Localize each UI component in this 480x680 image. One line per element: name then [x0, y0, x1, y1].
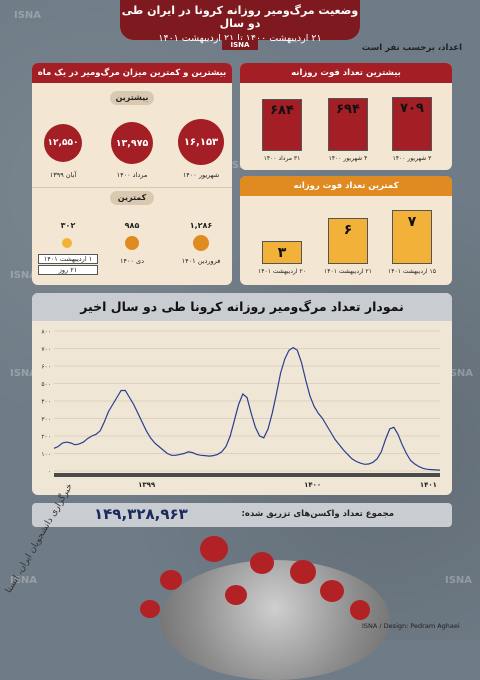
page-title: وضعیت مرگ‌ومیر روزانه کرونا در ایران طی … [121, 4, 359, 30]
max_daily-bar-value: ۷۰۹ [400, 101, 424, 116]
page-subtitle: ۲۱ اردیبهشت ۱۴۰۰ تا ۲۱ اردیبهشت ۱۴۰۱ [158, 33, 322, 44]
max-daily-title: بیشترین تعداد فوت روزانه [240, 63, 452, 83]
max-circle-1: ۱۶,۱۵۳ [178, 119, 224, 165]
min-daily-title: کمترین تعداد فوت روزانه [240, 176, 452, 196]
divider [32, 187, 232, 188]
virus-spike [200, 536, 228, 562]
min-period-2: دی ۱۴۰۰ [119, 257, 145, 265]
virus-spike [290, 560, 316, 584]
min_daily-bar-label: ۱۵ اردیبهشت ۱۴۰۱ [388, 268, 436, 275]
y-tick-label: ۲۰۰ [41, 434, 51, 441]
virus-spike [140, 600, 160, 618]
vaccine-total-value: ۱۴۹,۳۲۸,۹۶۳ [94, 505, 188, 523]
chart-title: نمودار تعداد مرگ‌ومیر روزانه کرونا طی دو… [32, 293, 452, 321]
min-period-3: ۱ اردیبهشت ۱۴۰۱ [38, 254, 98, 264]
virus-spike [350, 600, 370, 620]
y-tick-label: ۸۰۰ [41, 329, 51, 336]
max-label: بیشترین [110, 91, 154, 105]
min_daily-bar-label: ۲۰ اردیبهشت ۱۴۰۱ [258, 268, 306, 275]
max-period-1: شهریور ۱۴۰۰ [182, 171, 220, 179]
max_daily-bar-value: ۶۸۴ [270, 102, 294, 118]
min_daily-bar [392, 210, 432, 264]
x-tick-label: ۱۴۰۱ [420, 481, 437, 489]
max-circle-2: ۱۳,۹۷۵ [111, 122, 153, 164]
watermark: ISNA [14, 10, 42, 21]
watermark: ISNA [10, 270, 38, 281]
agency-tag: ISNA [222, 40, 258, 50]
line-chart-panel: نمودار تعداد مرگ‌ومیر روزانه کرونا طی دو… [32, 293, 452, 495]
max_daily-bar-value: ۶۹۴ [336, 102, 360, 118]
max_daily-bar-label: ۳ شهریور ۱۴۰۰ [392, 155, 432, 162]
max_daily-bar-label: ۴ شهریور ۱۴۰۰ [328, 155, 368, 162]
min-circle-2 [125, 236, 139, 250]
line-chart: ۰ ۱۰۰ ۲۰۰ ۳۰۰ ۴۰۰ ۵۰۰ ۶۰۰ ۷۰۰ ۸۰۰ ۱۳۹۹ ۱۴۰۰ ۱۴۰۱ [41, 329, 441, 489]
min_daily-bar-label: ۲۱ اردیبهشت ۱۴۰۱ [324, 268, 372, 275]
min_daily-bar-value: ۶ [343, 221, 353, 238]
y-tick-label: ۴۰۰ [41, 399, 51, 406]
min-circle-1 [193, 235, 209, 251]
vaccine-total-bar: مجموع تعداد واکسن‌های تزریق شده: ۱۴۹,۳۲۸… [32, 503, 452, 527]
y-tick-label: ۱۰۰ [41, 451, 51, 458]
min-note-3: ۲۱ روز [38, 265, 98, 275]
min-period-1: فروردین ۱۴۰۱ [181, 257, 221, 265]
watermark: ISNA [10, 575, 38, 586]
y-tick-label: ۷۰۰ [41, 346, 51, 353]
max_daily-bar-label: ۳۱ مرداد ۱۴۰۰ [263, 155, 301, 162]
series-line [53, 346, 441, 471]
vaccine-total-label: مجموع تعداد واکسن‌های تزریق شده: [241, 509, 394, 519]
max_daily-bar [262, 98, 302, 151]
min_daily-bar [328, 217, 368, 264]
unit-note: اعداد، برحسب نفر است [361, 43, 462, 53]
min-daily-card: کمترین تعداد فوت روزانه ۷ ۱۵ اردیبهشت ۱۴۰… [240, 176, 452, 285]
max-daily-card: بیشترین تعداد فوت روزانه ۷۰۹ ۳ شهریور ۱۴۰… [240, 63, 452, 170]
min-value-3: ۳۰۲ [60, 221, 76, 230]
x-tick-label: ۱۳۹۹ [138, 481, 156, 489]
header-banner: وضعیت مرگ‌ومیر روزانه کرونا در ایران طی … [120, 0, 360, 44]
virus-body [160, 560, 390, 680]
monthly-card-title: بیشترین و کمترین میزان مرگ‌ومیر در یک ما… [32, 63, 232, 83]
min_daily-bar-value: ۳ [277, 244, 287, 261]
virus-spike [250, 552, 274, 574]
virus-spike [320, 580, 344, 602]
y-tick-label: ۳۰۰ [41, 416, 51, 423]
x-tick-label: ۱۴۰۰ [304, 481, 321, 489]
min_daily-bar [262, 240, 302, 264]
virus-spike [225, 585, 247, 605]
max-period-2: مرداد ۱۴۰۰ [116, 171, 148, 179]
monthly-card: بیشترین و کمترین میزان مرگ‌ومیر در یک ما… [32, 63, 232, 285]
y-tick-label: ۶۰۰ [41, 364, 51, 371]
watermark: ISNA [10, 368, 38, 379]
max_daily-bar [392, 97, 432, 151]
watermark: ISNA [446, 368, 474, 379]
x-axis-bar [54, 473, 440, 477]
y-tick-label: ۰ [48, 469, 51, 476]
min-value-2: ۹۸۵ [124, 221, 140, 230]
virus-spike [160, 570, 182, 590]
min-value-1: ۱,۲۸۶ [189, 221, 213, 230]
watermark: ISNA [445, 575, 473, 586]
y-tick-label: ۵۰۰ [41, 381, 51, 388]
min-circle-3 [62, 238, 72, 248]
max-period-3: آبان ۱۳۹۹ [49, 171, 77, 179]
design-credit: ISNA / Design: Pedram Aghaei [362, 622, 460, 630]
min_daily-bar-value: ۷ [407, 214, 417, 230]
max_daily-bar [328, 98, 368, 151]
min-label: کمترین [110, 191, 154, 205]
max-circle-3: ۱۲,۵۵۰ [44, 124, 82, 162]
